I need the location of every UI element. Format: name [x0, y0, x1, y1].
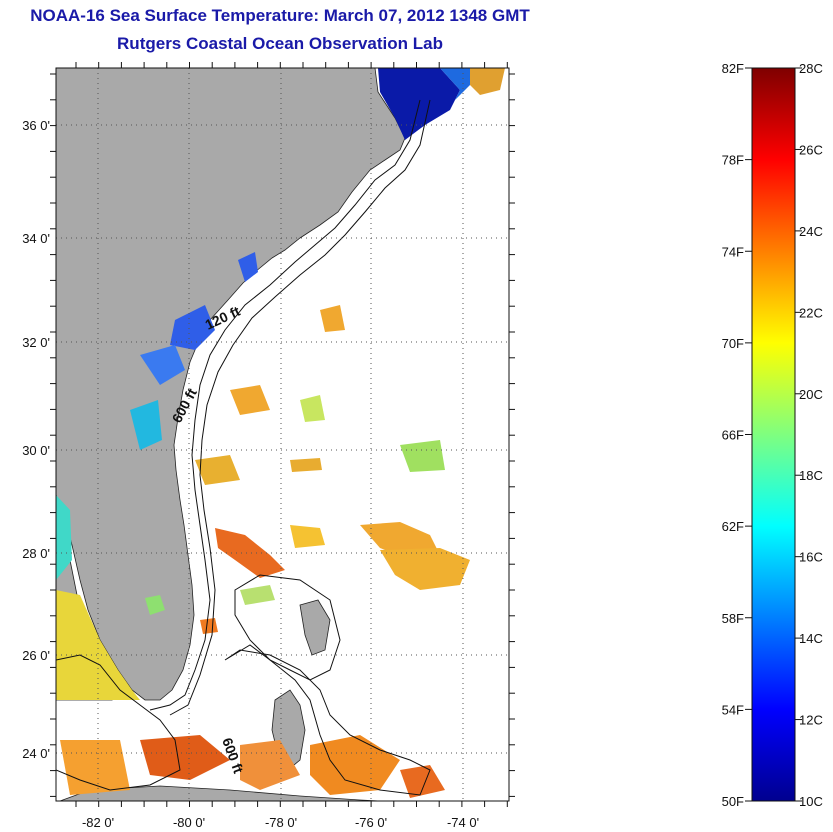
island-abaco [299, 599, 331, 656]
contour-keys [56, 654, 181, 791]
colorbar-c-label: 18C [799, 468, 823, 483]
map-subtitle: Rutgers Coastal Ocean Observation Lab [117, 34, 443, 53]
latitude-label: 26 0' [22, 648, 50, 663]
latitude-label: 36 0' [22, 118, 50, 133]
latitude-label: 32 0' [22, 335, 50, 350]
axis-ticks [50, 62, 515, 807]
longitude-label: -80 0' [173, 815, 205, 830]
sst-green [145, 595, 165, 615]
longitude-labels: -82 0' -80 0' -78 0' -76 0' -74 0' [82, 815, 479, 830]
colorbar-celsius-labels: 28C 26C 24C 22C 20C 18C 16C 14C 12C 10C [799, 61, 823, 809]
sst-coastal-blue [238, 252, 258, 282]
longitude-label: -76 0' [355, 815, 387, 830]
map-title: NOAA-16 Sea Surface Temperature: March 0… [30, 6, 530, 25]
sst-coastal-blue [170, 305, 215, 350]
latitude-labels: 36 0' 34 0' 32 0' 30 0' 28 0' 26 0' 24 0' [22, 118, 50, 761]
longitude-label: -74 0' [447, 815, 479, 830]
latitude-label: 24 0' [22, 746, 50, 761]
sst-gulf-cyan [56, 495, 72, 580]
longitude-label: -78 0' [265, 815, 297, 830]
plot-frame [55, 67, 510, 802]
colorbar-c-label: 16C [799, 550, 823, 565]
grid-lines [56, 68, 509, 801]
latitude-label: 28 0' [22, 546, 50, 561]
colorbar-f-label: 58F [722, 611, 744, 626]
colorbar-c-label: 28C [799, 61, 823, 76]
colorbar-fahrenheit-labels: 82F 78F 74F 70F 66F 62F 58F 54F 50F [722, 61, 744, 809]
colorbar-c-label: 14C [799, 631, 823, 646]
colorbar [751, 67, 796, 802]
colorbar-f-label: 78F [722, 153, 744, 168]
colorbar-c-label: 10C [799, 794, 823, 809]
colorbar-c-label: 22C [799, 305, 823, 320]
contour-bahamas [234, 574, 341, 681]
contour-bahamas-south [224, 644, 431, 796]
longitude-label: -82 0' [82, 815, 114, 830]
colorbar-f-label: 70F [722, 336, 744, 351]
colorbar-f-label: 82F [722, 61, 744, 76]
sst-coastal-blue [130, 400, 162, 450]
sst-warm-edge [470, 68, 505, 95]
colorbar-c-label: 12C [799, 713, 823, 728]
colorbar-f-label: 74F [722, 244, 744, 259]
colorbar-f-label: 50F [722, 794, 744, 809]
colorbar-f-label: 54F [722, 702, 744, 717]
latitude-label: 30 0' [22, 443, 50, 458]
latitude-label: 34 0' [22, 231, 50, 246]
colorbar-c-label: 26C [799, 142, 823, 157]
colorbar-f-label: 66F [722, 428, 744, 443]
colorbar-c-label: 24C [799, 224, 823, 239]
sst-coastal-blue [140, 345, 185, 385]
sst-gulf-yellow [56, 590, 140, 700]
colorbar-ticks [745, 67, 802, 802]
colorbar-c-label: 20C [799, 387, 823, 402]
colorbar-f-label: 62F [722, 519, 744, 534]
contour-120ft [149, 99, 421, 711]
contour-600ft [169, 99, 431, 716]
sst-offshore-patches [60, 305, 470, 798]
